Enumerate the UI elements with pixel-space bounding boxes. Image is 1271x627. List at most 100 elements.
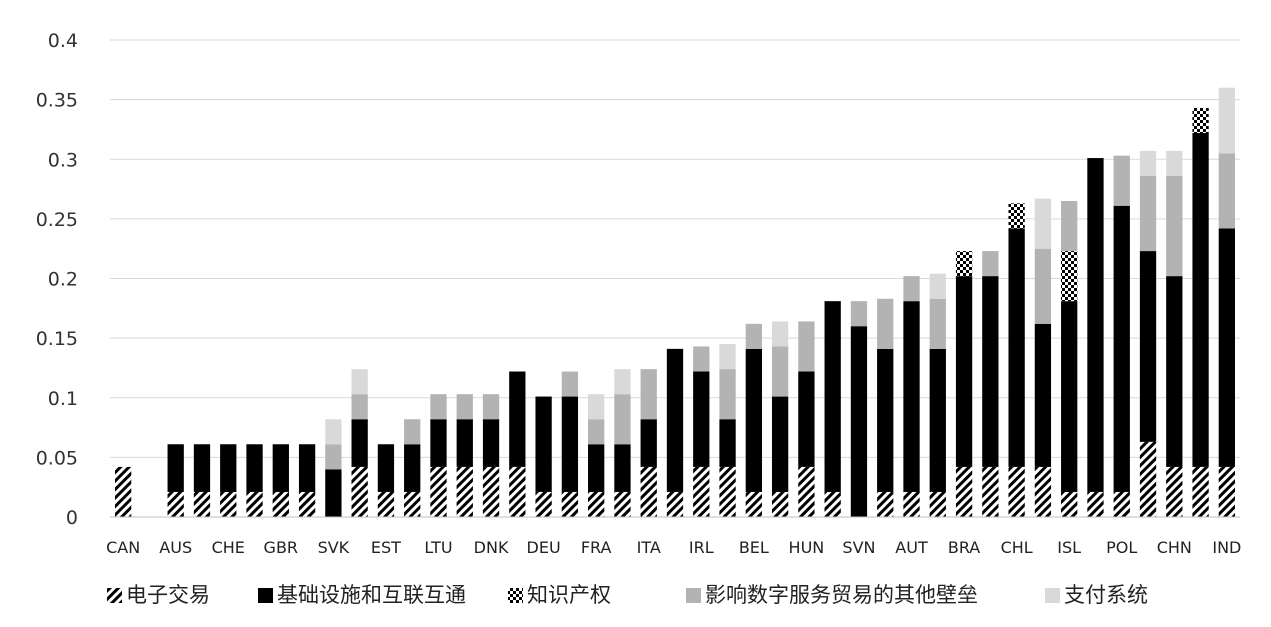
x-tick-label: DEU [527, 538, 561, 557]
bar-segment-series-1 [325, 469, 342, 517]
bar-segment-series-1 [903, 301, 920, 492]
bar-segment-series-1 [220, 444, 237, 492]
bar-segment-series-3 [561, 371, 579, 397]
bar-stack [824, 301, 841, 517]
bar-segment-series-0 [693, 466, 710, 517]
bar-stack [1008, 203, 1025, 517]
legend-label: 知识产权 [527, 583, 611, 607]
bar-segment-series-0 [535, 491, 552, 517]
bar-stack [588, 394, 605, 517]
bar-segment-series-0 [614, 491, 631, 517]
bar-stack [509, 371, 526, 517]
bar-segment-series-3 [903, 276, 920, 302]
bar-segment-series-1 [1192, 133, 1209, 467]
bar-segment-series-1 [719, 419, 736, 467]
bar-stack [1192, 107, 1209, 517]
bar-segment-series-1 [377, 444, 395, 492]
bar-segment-series-1 [1166, 276, 1183, 467]
bar-stack [404, 419, 421, 517]
bar-stack [1166, 150, 1183, 517]
bar-segment-series-3 [1166, 175, 1183, 277]
x-tick-label: CHL [1001, 538, 1033, 557]
y-tick-label: 0.4 [48, 30, 78, 52]
bar-segment-series-0 [1113, 491, 1130, 517]
x-tick-label: LTU [424, 538, 452, 557]
bar-stack [114, 466, 132, 517]
bar-segment-series-0 [1087, 491, 1104, 517]
bar-segment-series-1 [509, 371, 526, 467]
x-tick-label: BRA [948, 538, 980, 557]
legend-swatch-series-2 [508, 588, 523, 603]
legend-label: 基础设施和互联互通 [277, 583, 466, 607]
bar-stack [351, 369, 368, 517]
gridlines [110, 39, 1240, 518]
bar-segment-series-1 [614, 444, 631, 492]
bar-segment-series-4 [1218, 87, 1235, 154]
bar-segment-series-1 [482, 419, 500, 467]
bar-segment-series-1 [193, 444, 211, 492]
bar-segment-series-1 [798, 371, 815, 467]
bar-segment-series-0 [298, 491, 316, 517]
bar-segment-series-1 [955, 276, 973, 467]
bar-segment-series-1 [561, 396, 579, 492]
x-tick-label: CHE [212, 538, 245, 557]
bar-stack [1218, 87, 1235, 517]
bar-segment-series-1 [1139, 251, 1157, 442]
x-tick-label: AUT [895, 538, 928, 557]
bar-stack [719, 344, 736, 517]
bar-segment-series-1 [167, 444, 184, 492]
bar-segment-series-1 [1087, 158, 1104, 492]
x-tick-label: DNK [474, 538, 509, 557]
y-tick-label: 0.25 [36, 209, 78, 231]
legend-label: 电子交易 [126, 583, 210, 607]
bar-segment-series-3 [850, 301, 868, 327]
bar-segment-series-1 [588, 444, 605, 492]
x-tick-label: HUN [789, 538, 825, 557]
bar-segment-series-3 [482, 394, 500, 420]
x-tick-label: POL [1106, 538, 1137, 557]
bar-stack [1113, 155, 1130, 517]
bar-segment-series-0 [561, 491, 579, 517]
bar-segment-series-0 [167, 491, 184, 517]
bar-segment-series-4 [1139, 150, 1157, 176]
bar-stack [246, 444, 263, 517]
bar-segment-series-0 [1139, 441, 1157, 517]
bar-segment-series-1 [246, 444, 263, 492]
bar-segment-series-0 [404, 491, 421, 517]
bar-segment-series-1 [430, 419, 447, 467]
bar-segment-series-0 [351, 466, 368, 517]
bar-segment-series-0 [430, 466, 447, 517]
bar-stack [377, 444, 395, 517]
bar-segment-series-0 [903, 491, 920, 517]
bar-stack [693, 346, 710, 517]
bar-stack [1034, 198, 1052, 517]
bar-segment-series-3 [1061, 200, 1078, 252]
bar-segment-series-2 [1008, 203, 1025, 229]
bar-segment-series-0 [1008, 466, 1025, 517]
bar-stack [298, 444, 316, 517]
y-tick-label: 0.1 [48, 388, 78, 410]
bar-segment-series-1 [771, 396, 789, 492]
bar-segment-series-3 [798, 321, 815, 372]
bar-segment-series-3 [325, 444, 342, 470]
y-tick-label: 0.35 [36, 90, 78, 112]
bar-segment-series-4 [771, 321, 789, 347]
bar-segment-series-0 [456, 466, 473, 517]
bar-segment-series-3 [982, 251, 999, 277]
bar-segment-series-3 [693, 346, 710, 372]
bar-segment-series-0 [193, 491, 211, 517]
bar-stack [272, 444, 289, 517]
bar-segment-series-0 [666, 491, 684, 517]
bar-stack [220, 444, 237, 517]
bar-segment-series-0 [798, 466, 815, 517]
bar-segment-series-1 [640, 419, 657, 467]
bar-segment-series-1 [1061, 301, 1078, 492]
legend-swatch-series-0 [107, 588, 122, 603]
x-tick-label: ITA [637, 538, 661, 557]
bar-segment-series-4 [929, 273, 946, 299]
bar-stack [193, 444, 211, 517]
bar-segment-series-1 [351, 419, 368, 467]
bar-segment-series-0 [877, 491, 894, 517]
x-tick-label: SVK [318, 538, 350, 557]
